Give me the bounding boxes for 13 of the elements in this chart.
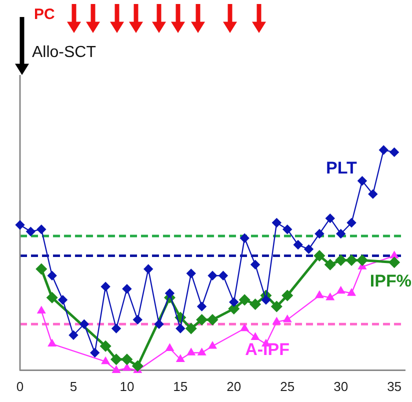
x-tick-label: 10 <box>120 378 134 394</box>
x-tick-label: 30 <box>334 378 348 394</box>
x-tick-label: 20 <box>226 378 242 394</box>
series-label: A-IPF <box>245 340 290 359</box>
x-tick-label: 5 <box>70 378 78 394</box>
text: PC <box>34 6 55 23</box>
x-tick-label: 0 <box>16 378 24 394</box>
text: Allo-SCT <box>32 44 96 62</box>
x-tick-label: 15 <box>173 378 188 394</box>
x-tick-label: 35 <box>387 378 402 394</box>
series-label: IPF% <box>370 272 412 291</box>
x-tick-label: 25 <box>280 378 295 394</box>
series-label: PLT <box>326 158 358 178</box>
